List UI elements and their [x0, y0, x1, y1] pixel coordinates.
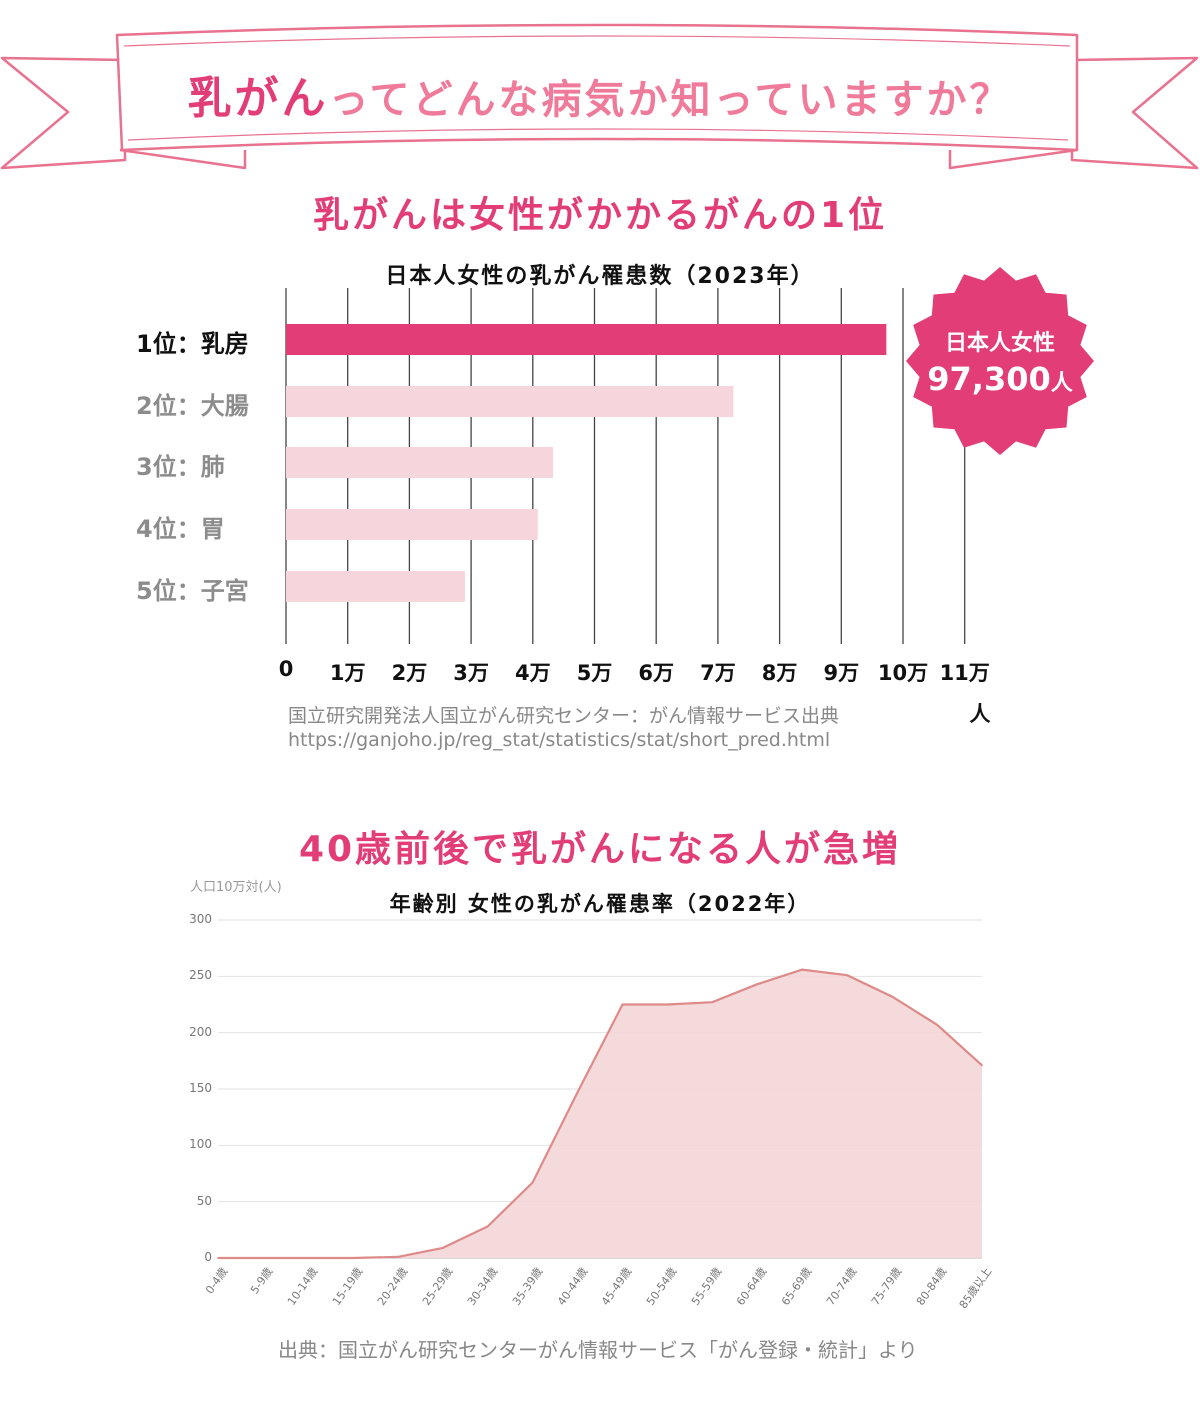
bar-category-label: 1位：乳房: [136, 330, 249, 358]
bar-category-label: 3位：肺: [136, 453, 225, 481]
badge-unit: 人: [1050, 371, 1073, 396]
bar-x-tick-label: 5万: [576, 661, 613, 685]
banner-title: 乳がんってどんな病気か知っていますか？: [0, 62, 1200, 126]
area-y-tick-label: 50: [196, 1193, 212, 1208]
area-data-point: [666, 1003, 669, 1006]
area-y-tick-label: 200: [189, 1024, 212, 1039]
section1-heading: 乳がんは女性がかかるがんの1位: [312, 195, 888, 236]
area-y-tick-label: 0: [204, 1250, 212, 1264]
bar-x-tick-label: 7万: [700, 661, 736, 685]
area-data-point: [486, 1225, 489, 1228]
area-series-line: [218, 968, 983, 1260]
badge-number: 97,300: [927, 360, 1051, 398]
bar-3: [286, 447, 554, 478]
bar-source-text: 国立研究開発法人国立がん研究センター：がん情報サービス出典: [288, 705, 840, 727]
bar-x-tick-label: 11万: [939, 661, 990, 685]
bar-2: [286, 386, 734, 417]
badge-label: 日本人女性: [944, 331, 1055, 356]
bar-x-tick-label: 4万: [514, 661, 551, 685]
area-data-point: [441, 1247, 444, 1249]
area-data-point: [531, 1181, 534, 1184]
bar-x-tick-label: 6万: [638, 661, 674, 685]
bar-4: [286, 509, 538, 540]
bar-x-tick-label: 1万: [329, 661, 366, 685]
bar-x-tick-label: 10万: [877, 661, 929, 685]
area-data-point: [846, 974, 848, 976]
section2-heading: 40歳前後で乳がんになる人が急増: [298, 829, 902, 870]
area-data-point: [891, 995, 893, 998]
banner-title-highlight: 乳がん: [187, 73, 329, 124]
bar-category-label: 4位：胃: [136, 515, 225, 543]
area-chart: [217, 919, 983, 1260]
bar-chart-title: 日本人女性の乳がん罹患数（2023年）: [385, 264, 815, 289]
bar-x-tick-label: 2万: [391, 661, 428, 685]
bar-x-tick-label: 0: [278, 657, 294, 681]
badge-value: 97,300人: [905, 360, 1095, 398]
bar-category-label: 5位：子宮: [136, 577, 249, 605]
bar-5: [286, 571, 465, 602]
area-chart-y-unit: 人口10万対(人): [190, 880, 282, 895]
area-data-point: [217, 1257, 219, 1259]
bar-chart: [285, 288, 966, 644]
count-badge: [906, 267, 1094, 455]
area-data-point: [711, 1001, 714, 1003]
area-y-tick-label: 250: [189, 968, 212, 983]
area-y-tick-label: 300: [189, 912, 212, 926]
area-y-tick-label: 100: [189, 1137, 212, 1152]
bar-source-url: https://ganjoho.jp/reg_stat/statistics/s…: [288, 729, 831, 751]
bar-x-tick-label: 3万: [453, 661, 489, 685]
area-source-text: 出典：国立がん研究センターがん情報サービス「がん登録・統計」より: [278, 1338, 918, 1362]
area-data-point: [262, 1257, 264, 1259]
area-data-point: [621, 1003, 624, 1006]
banner-title-rest: ってどんな病気か知っていますか？: [328, 77, 1013, 123]
area-y-tick-label: 150: [189, 1081, 212, 1095]
area-chart-title: 年齢別 女性の乳がん罹患率（2022年）: [389, 892, 811, 916]
area-fill: [218, 969, 982, 1258]
area-data-point: [936, 1024, 938, 1026]
area-data-point: [801, 968, 803, 971]
area-data-point: [352, 1257, 354, 1259]
bar-chart-x-unit: 人: [969, 702, 991, 726]
area-data-point: [756, 983, 759, 985]
bar-category-label: 2位：大腸: [136, 392, 249, 420]
bar-x-tick-label: 8万: [761, 661, 798, 685]
bar-x-tick-label: 9万: [823, 661, 860, 685]
area-data-point: [576, 1091, 579, 1094]
area-data-point: [981, 1064, 983, 1067]
area-data-point: [397, 1256, 399, 1258]
bar-1: [286, 324, 887, 355]
area-data-point: [307, 1257, 309, 1259]
title-ribbon: [0, 23, 1199, 170]
